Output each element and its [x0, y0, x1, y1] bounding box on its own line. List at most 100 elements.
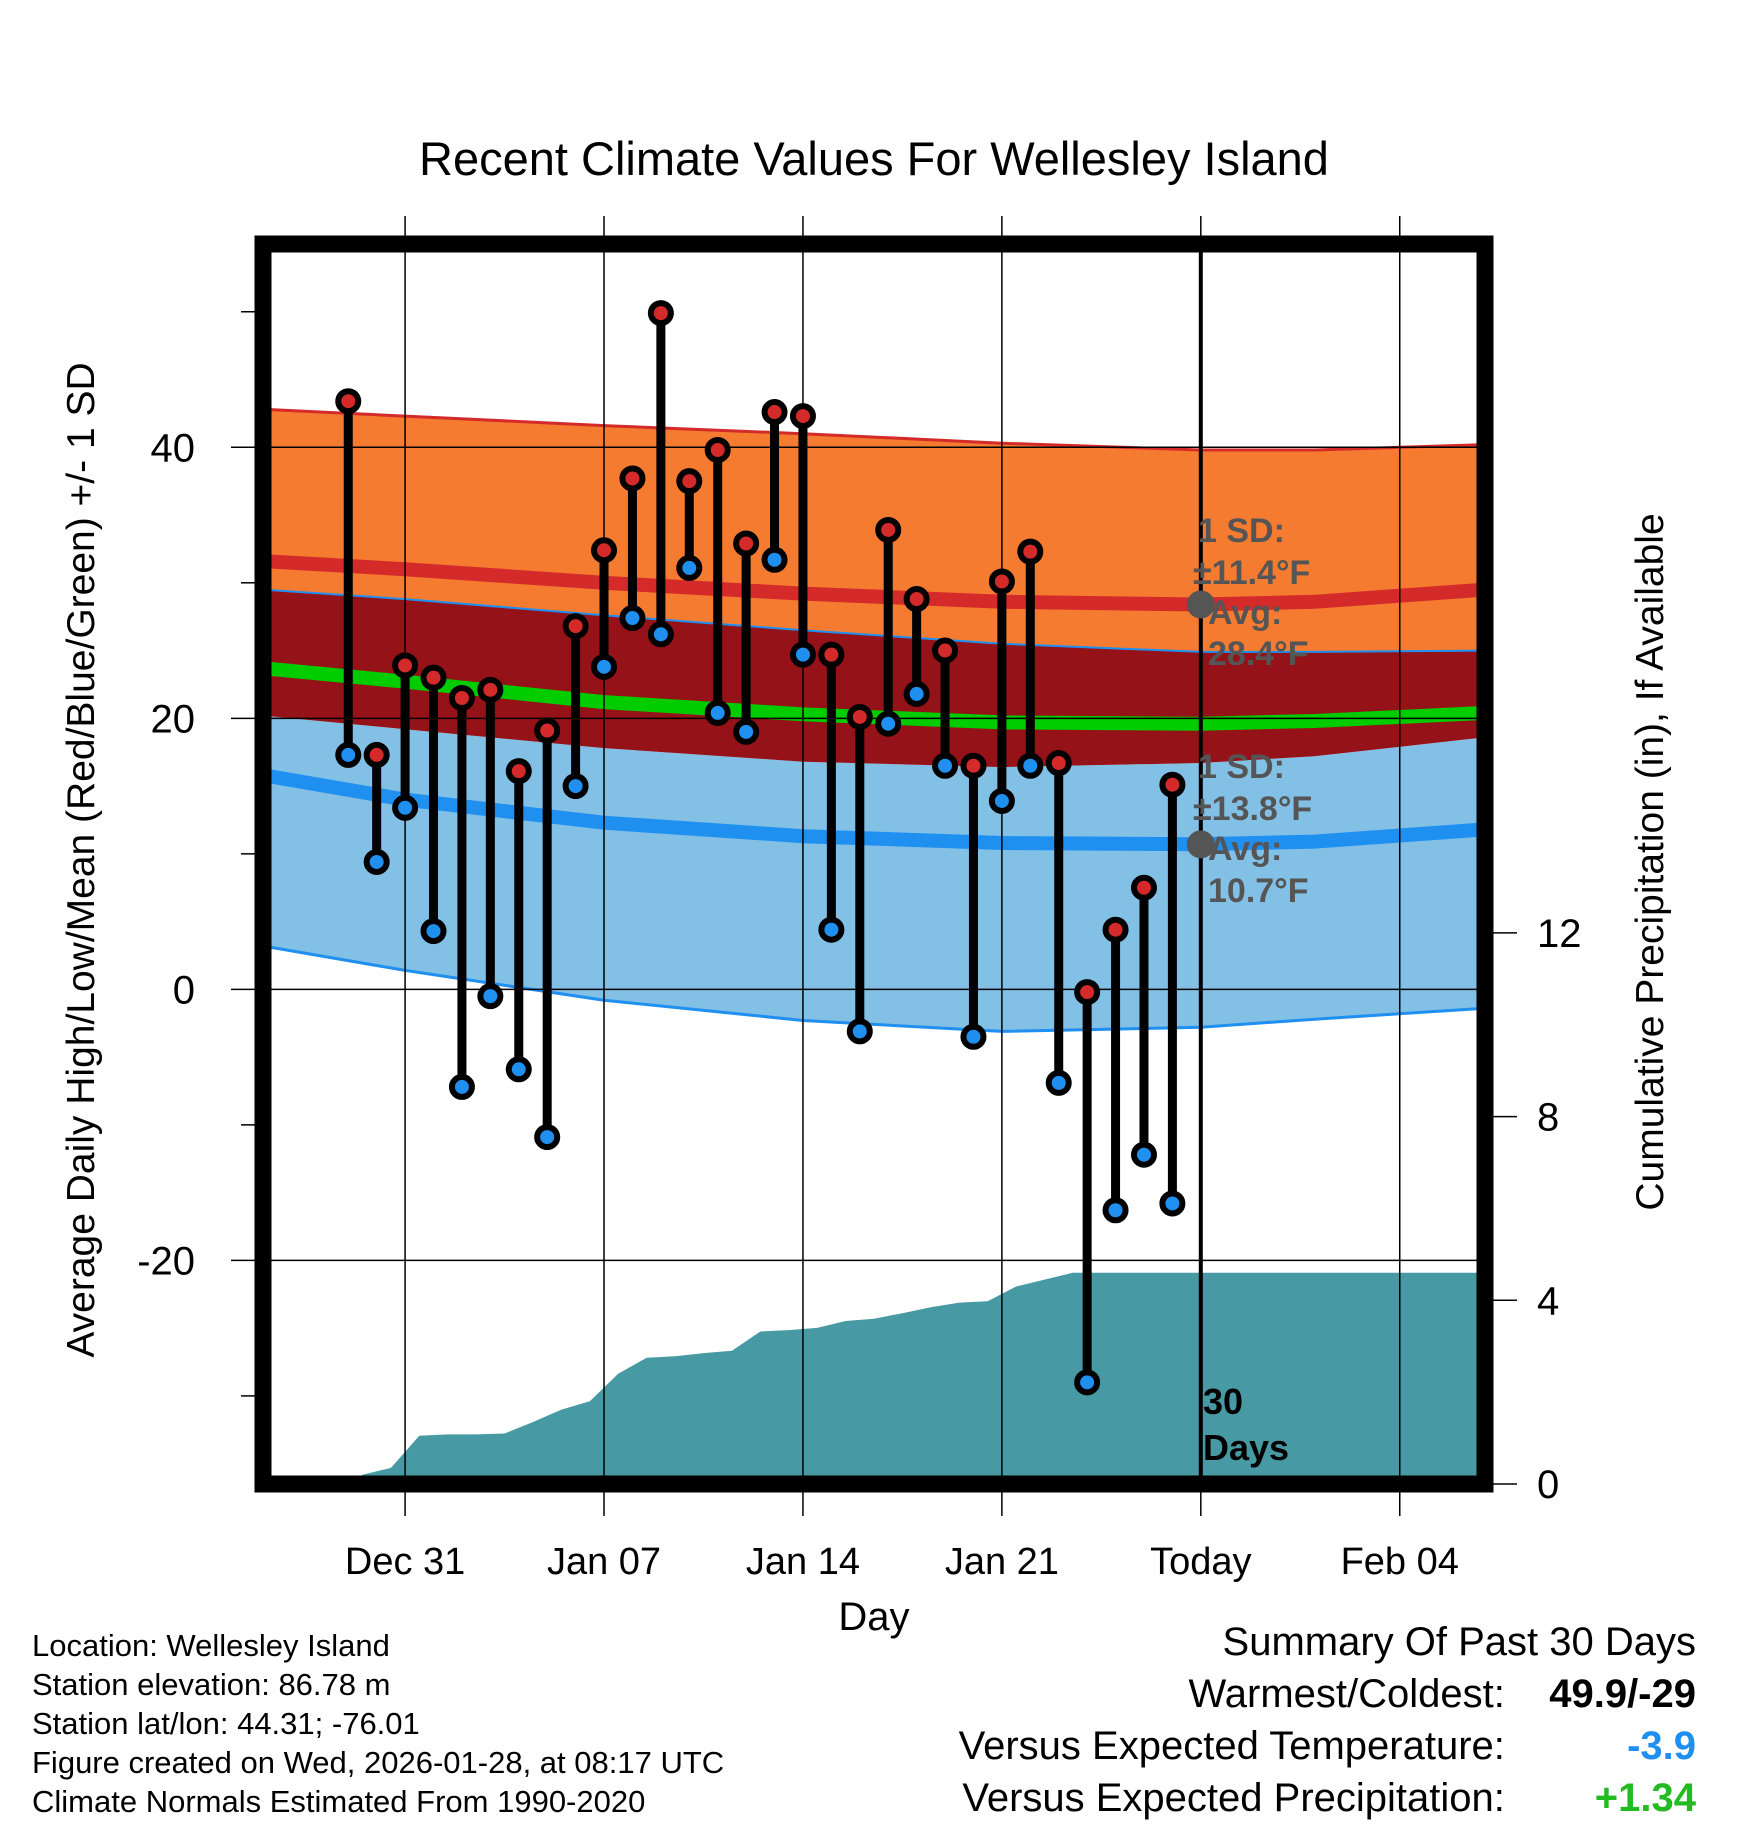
normal-high-line: [263, 554, 1485, 612]
daily-low-point: [960, 1023, 987, 1050]
daily-low-point: [988, 787, 1015, 814]
high-normal-band: [263, 409, 1485, 652]
precip-area: [348, 1272, 1485, 1484]
daily-high-point: [960, 752, 987, 779]
high-lower-line: [263, 588, 1485, 653]
daily-high-point: [392, 652, 419, 679]
y-tick-label: 40: [151, 426, 196, 470]
daily-low-point: [477, 983, 504, 1010]
daily-low-point: [1017, 752, 1044, 779]
daily-low-point: [846, 1018, 873, 1045]
x-tick-label: Jan 21: [945, 1541, 1059, 1583]
high-sd-value: ±11.4°F: [1193, 554, 1310, 592]
daily-high-point: [534, 717, 561, 744]
high-avg-label: Avg:: [1208, 594, 1282, 632]
latlon-text: Station lat/lon: 44.31; -76.01: [32, 1706, 420, 1741]
daily-high-point: [704, 436, 731, 463]
x-tick-label: Feb 04: [1341, 1541, 1459, 1583]
daily-high-point: [1130, 874, 1157, 901]
daily-high-point: [1074, 979, 1101, 1006]
high-avg-marker: [1186, 590, 1215, 619]
y-tick-label: 0: [173, 968, 195, 1012]
y2-tick-label: 12: [1537, 912, 1582, 956]
daily-high-point: [619, 465, 646, 492]
y-axis-label: Average Daily High/Low/Mean (Red/Blue/Gr…: [60, 362, 103, 1357]
low-sd-value: ±13.8°F: [1193, 790, 1312, 828]
daily-low-point: [562, 773, 589, 800]
temp-label: Versus Expected Temperature:: [958, 1724, 1505, 1768]
y-tick-label: -20: [137, 1239, 195, 1283]
low-lower-line: [263, 944, 1485, 1033]
daily-high-point: [988, 568, 1015, 595]
window-days-number: 30: [1203, 1381, 1243, 1422]
x-tick-label: Jan 14: [746, 1541, 860, 1583]
low-avg-marker: [1186, 830, 1215, 859]
y2-tick-label: 4: [1537, 1279, 1559, 1323]
window-days-label: Days: [1203, 1427, 1289, 1468]
y-tick-label: 20: [151, 697, 196, 741]
daily-low-point: [647, 621, 674, 648]
daily-low-point: [335, 741, 362, 768]
summary-precip: Versus Expected Precipitation: +1.34: [962, 1776, 1696, 1821]
chart-title: Recent Climate Values For Wellesley Isla…: [419, 132, 1329, 185]
low-avg-label: Avg:: [1208, 830, 1282, 868]
high-avg-value: 28.4°F: [1208, 635, 1309, 673]
daily-high-point: [591, 537, 618, 564]
daily-low-point: [903, 680, 930, 707]
x-tick-label: Today: [1150, 1541, 1251, 1583]
station-info: Location: Wellesley Island Station eleva…: [32, 1626, 724, 1821]
daily-high-point: [875, 516, 902, 543]
daily-high-point: [420, 664, 447, 691]
daily-high-point: [818, 641, 845, 668]
daily-low-point: [1045, 1069, 1072, 1096]
daily-high-point: [647, 300, 674, 327]
location-text: Location: Wellesley Island: [32, 1628, 390, 1663]
daily-high-point: [562, 613, 589, 640]
daily-high-point: [1159, 771, 1186, 798]
low-sd-label: 1 SD:: [1198, 748, 1285, 786]
daily-high-point: [363, 741, 390, 768]
y2-axis-label: Cumulative Precipitation (in), If Availa…: [1629, 513, 1672, 1210]
daily-high-point: [761, 399, 788, 426]
daily-high-point: [448, 684, 475, 711]
warm-cold-value: 49.9/-29: [1549, 1672, 1696, 1716]
daily-high-point: [505, 758, 532, 785]
daily-low-point: [1159, 1190, 1186, 1217]
daily-low-point: [1074, 1369, 1101, 1396]
daily-low-point: [704, 699, 731, 726]
daily-low-point: [676, 554, 703, 581]
x-tick-label: Jan 07: [547, 1541, 661, 1583]
daily-low-point: [392, 794, 419, 821]
high-upper-line: [263, 407, 1485, 452]
temp-value: -3.9: [1627, 1724, 1696, 1768]
daily-high-point: [1017, 538, 1044, 565]
warm-cold-label: Warmest/Coldest:: [1188, 1672, 1505, 1716]
daily-low-point: [505, 1056, 532, 1083]
daily-low-point: [1102, 1197, 1129, 1224]
y2-tick-label: 0: [1537, 1463, 1559, 1507]
daily-low-point: [448, 1073, 475, 1100]
daily-low-point: [789, 641, 816, 668]
daily-high-point: [676, 468, 703, 495]
daily-high-point: [1045, 750, 1072, 777]
low-avg-value: 10.7°F: [1208, 872, 1309, 910]
plot-frame: [254, 235, 1494, 1493]
x-axis-label: Day: [838, 1595, 909, 1639]
daily-low-point: [761, 546, 788, 573]
daily-low-point: [363, 848, 390, 875]
daily-low-point: [420, 918, 447, 945]
daily-low-point: [875, 710, 902, 737]
daily-high-point: [903, 586, 930, 613]
summary-warm-cold: Warmest/Coldest: 49.9/-29: [1189, 1672, 1697, 1717]
precip-value: +1.34: [1594, 1776, 1696, 1820]
precip-label: Versus Expected Precipitation:: [962, 1776, 1505, 1820]
daily-low-point: [733, 718, 760, 745]
daily-high-point: [846, 703, 873, 730]
daily-high-point: [335, 388, 362, 415]
daily-low-point: [818, 916, 845, 943]
daily-low-point: [534, 1124, 561, 1151]
daily-low-point: [619, 605, 646, 632]
daily-low-point: [591, 653, 618, 680]
high-sd-label: 1 SD:: [1198, 512, 1285, 550]
